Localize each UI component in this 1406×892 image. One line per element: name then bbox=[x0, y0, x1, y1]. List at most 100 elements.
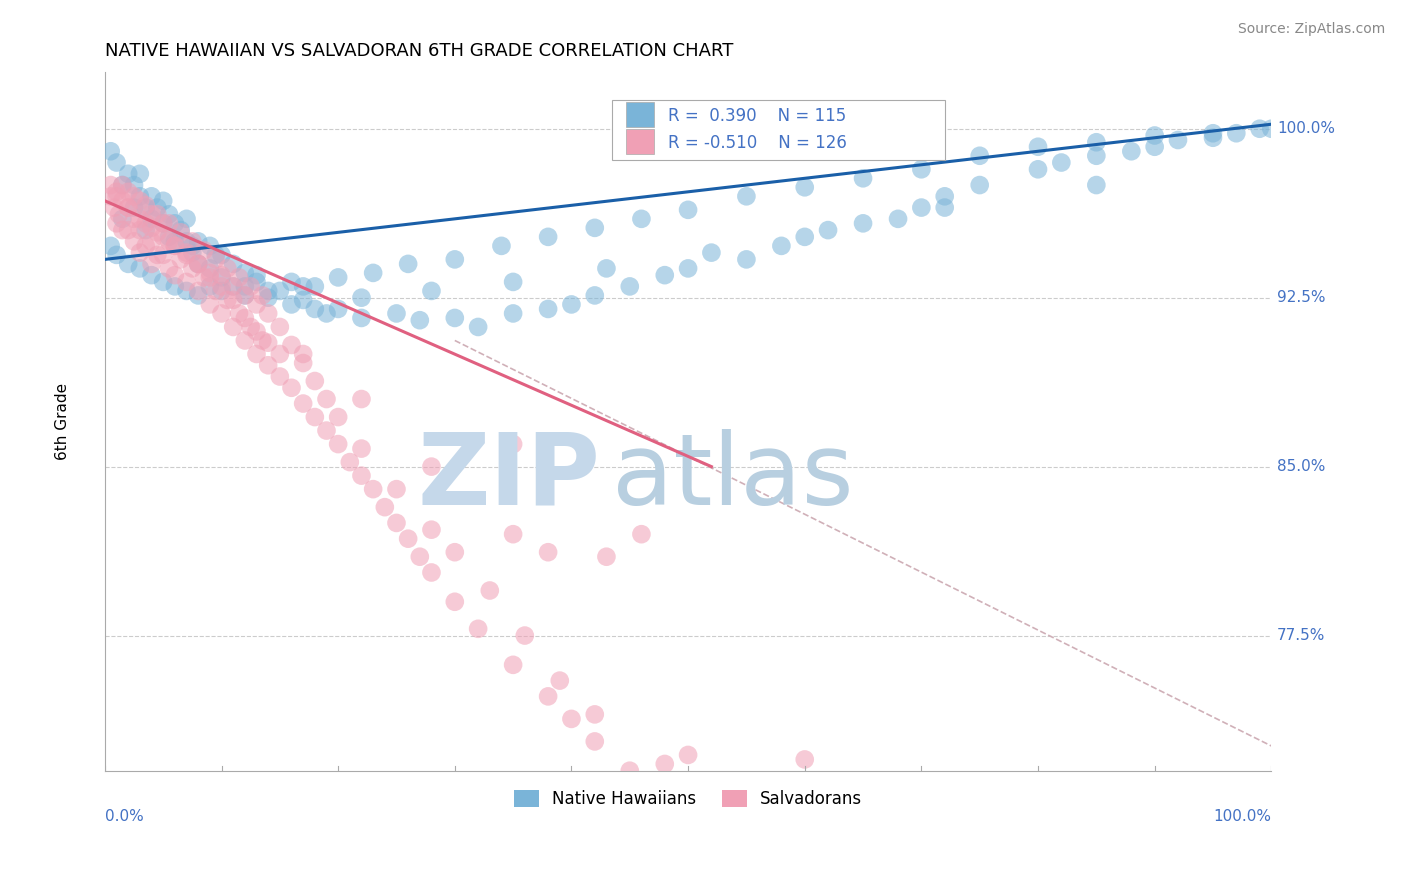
Point bbox=[187, 257, 209, 271]
Point bbox=[122, 178, 145, 192]
Point bbox=[269, 369, 291, 384]
Point bbox=[304, 410, 326, 425]
Point bbox=[187, 257, 209, 271]
Point bbox=[233, 334, 256, 348]
Point bbox=[128, 245, 150, 260]
Point bbox=[560, 712, 582, 726]
Point bbox=[350, 468, 373, 483]
Point bbox=[910, 162, 932, 177]
Point bbox=[187, 235, 209, 249]
Point bbox=[141, 189, 163, 203]
Point bbox=[217, 261, 239, 276]
Text: R =  0.390    N = 115: R = 0.390 N = 115 bbox=[668, 107, 846, 126]
Point bbox=[583, 734, 606, 748]
Point bbox=[176, 284, 198, 298]
Point bbox=[111, 178, 134, 192]
Point bbox=[292, 356, 315, 370]
Point bbox=[141, 235, 163, 249]
Point bbox=[443, 595, 465, 609]
Point bbox=[315, 392, 337, 406]
Point bbox=[239, 279, 262, 293]
Point bbox=[222, 279, 245, 293]
Point bbox=[157, 230, 180, 244]
Point bbox=[163, 268, 186, 282]
Point bbox=[176, 248, 198, 262]
Point bbox=[537, 545, 560, 559]
Point bbox=[181, 235, 204, 249]
Point bbox=[350, 392, 373, 406]
Point bbox=[245, 297, 267, 311]
Point bbox=[478, 583, 501, 598]
Point bbox=[654, 268, 676, 282]
Point bbox=[280, 275, 302, 289]
Text: 92.5%: 92.5% bbox=[1277, 290, 1326, 305]
Text: ZIP: ZIP bbox=[418, 429, 600, 526]
Point bbox=[181, 239, 204, 253]
Point bbox=[257, 291, 280, 305]
Text: 100.0%: 100.0% bbox=[1213, 809, 1271, 824]
Point bbox=[361, 266, 384, 280]
Point bbox=[117, 223, 139, 237]
Point bbox=[152, 248, 174, 262]
Point bbox=[619, 279, 641, 293]
Point bbox=[146, 225, 169, 239]
Point bbox=[117, 185, 139, 199]
Point bbox=[735, 189, 758, 203]
Point bbox=[198, 266, 221, 280]
Point bbox=[187, 288, 209, 302]
Point bbox=[443, 252, 465, 267]
Point bbox=[117, 201, 139, 215]
Point bbox=[619, 764, 641, 778]
Point bbox=[676, 202, 699, 217]
Point bbox=[111, 178, 134, 192]
Point bbox=[245, 275, 267, 289]
Point bbox=[385, 516, 408, 530]
Point bbox=[304, 374, 326, 388]
Point bbox=[374, 500, 396, 515]
Point bbox=[170, 223, 193, 237]
Text: 100.0%: 100.0% bbox=[1277, 121, 1336, 136]
Point bbox=[141, 220, 163, 235]
Point bbox=[304, 279, 326, 293]
Point bbox=[117, 257, 139, 271]
Point bbox=[502, 657, 524, 672]
Point bbox=[228, 306, 250, 320]
Point bbox=[198, 261, 221, 276]
Point bbox=[163, 279, 186, 293]
Point bbox=[157, 261, 180, 276]
Point bbox=[910, 201, 932, 215]
Point bbox=[269, 284, 291, 298]
Point bbox=[467, 320, 489, 334]
Point bbox=[141, 268, 163, 282]
Point bbox=[385, 306, 408, 320]
Bar bbox=[626, 128, 654, 153]
Point bbox=[111, 223, 134, 237]
Point bbox=[245, 325, 267, 339]
Point bbox=[204, 284, 226, 298]
Point bbox=[141, 211, 163, 226]
Point bbox=[163, 235, 186, 249]
Point bbox=[537, 301, 560, 316]
Point bbox=[1121, 145, 1143, 159]
Point bbox=[1050, 155, 1073, 169]
Point bbox=[793, 752, 815, 766]
Point bbox=[315, 424, 337, 438]
Point bbox=[163, 216, 186, 230]
Point bbox=[170, 225, 193, 239]
Point bbox=[793, 180, 815, 194]
Point bbox=[1085, 178, 1108, 192]
Point bbox=[257, 358, 280, 372]
Point bbox=[280, 338, 302, 352]
Point bbox=[817, 223, 839, 237]
Point bbox=[211, 279, 233, 293]
Point bbox=[128, 189, 150, 203]
Point bbox=[1225, 126, 1247, 140]
Point bbox=[852, 171, 875, 186]
Point bbox=[233, 288, 256, 302]
Point bbox=[135, 223, 157, 237]
Point bbox=[304, 301, 326, 316]
Point bbox=[654, 756, 676, 771]
Point bbox=[128, 194, 150, 208]
Point bbox=[105, 155, 128, 169]
Point bbox=[152, 275, 174, 289]
